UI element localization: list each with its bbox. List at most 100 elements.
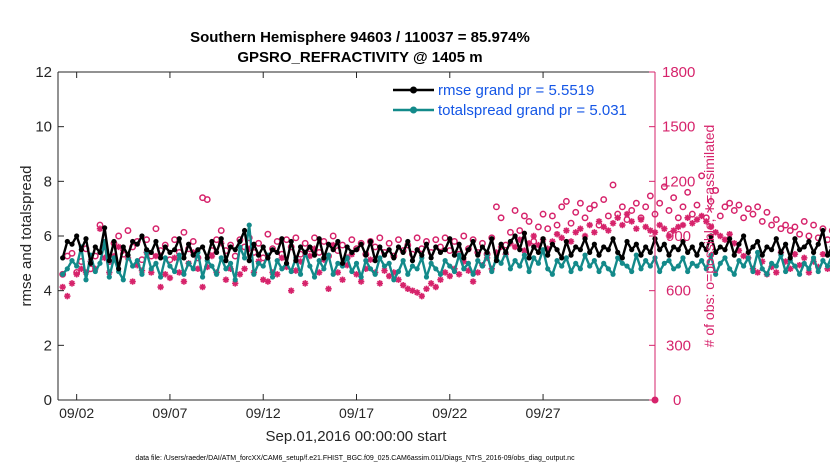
totalspread-point bbox=[638, 266, 644, 272]
assimilated-obs-point bbox=[819, 251, 827, 258]
assimilated-obs-point bbox=[735, 247, 743, 254]
rmse-point bbox=[213, 249, 220, 255]
totalspread-point bbox=[577, 266, 583, 272]
assimilated-obs-point bbox=[376, 280, 384, 287]
assimilated-obs-point bbox=[129, 278, 136, 285]
assimilated-obs-point bbox=[413, 289, 421, 296]
rmse-point bbox=[535, 249, 541, 255]
possible-obs-point bbox=[586, 205, 594, 213]
totalspread-point bbox=[796, 271, 803, 277]
assimilated-obs-point bbox=[469, 278, 477, 285]
totalspread-point bbox=[325, 252, 332, 258]
rmse-point bbox=[363, 252, 369, 258]
totalspread-point bbox=[689, 260, 695, 266]
rmse-point bbox=[769, 247, 775, 253]
possible-obs-point bbox=[642, 203, 650, 211]
right-tick-group: 0 300 600 900 1200 1500 1800 bbox=[662, 64, 695, 409]
rmse-point bbox=[694, 252, 700, 258]
assimilated-obs-point bbox=[343, 261, 351, 269]
rmse-point bbox=[227, 244, 234, 250]
assimilated-obs-point bbox=[801, 254, 808, 262]
totalspread-point bbox=[83, 277, 89, 283]
assimilated-obs-point bbox=[782, 258, 789, 265]
totalspread-point bbox=[810, 255, 817, 261]
rmse-point bbox=[60, 255, 66, 261]
rmse-point bbox=[372, 258, 378, 264]
totalspread-point bbox=[172, 268, 178, 275]
totalspread-point bbox=[587, 263, 593, 269]
possible-obs-point bbox=[348, 236, 356, 244]
rmse-point bbox=[479, 244, 486, 250]
totalspread-point bbox=[218, 255, 224, 261]
rmse-point bbox=[414, 247, 420, 253]
x-tick-label: 09/12 bbox=[246, 405, 281, 421]
possible-obs-point bbox=[665, 207, 673, 214]
totalspread-point bbox=[456, 252, 462, 258]
totalspread-point bbox=[386, 260, 392, 266]
rmse-point bbox=[311, 252, 318, 258]
assimilated-obs-point bbox=[437, 276, 444, 283]
rmse-point bbox=[293, 258, 299, 264]
totalspread-point bbox=[465, 260, 472, 266]
assimilated-obs-point bbox=[525, 240, 533, 247]
assimilated-obs-point bbox=[367, 256, 374, 263]
assimilated-obs-point bbox=[274, 271, 281, 278]
totalspread-point bbox=[792, 263, 798, 269]
totalspread-point bbox=[134, 258, 140, 264]
assimilated-obs-point bbox=[600, 223, 607, 231]
rmse-point bbox=[97, 249, 103, 255]
rmse-point bbox=[167, 249, 173, 255]
assimilated-obs-point bbox=[805, 269, 813, 276]
rmse-point bbox=[442, 247, 448, 253]
rmse-point bbox=[139, 233, 145, 239]
rmse-point bbox=[493, 258, 500, 264]
possible-obs-point bbox=[516, 227, 524, 234]
assimilated-obs-point bbox=[297, 258, 304, 265]
rmse-point bbox=[64, 238, 70, 245]
totalspread-point bbox=[335, 260, 341, 266]
rmse-point bbox=[297, 244, 304, 250]
possible-obs-point bbox=[180, 228, 188, 236]
rmse-point bbox=[302, 249, 308, 255]
assimilated-obs-point bbox=[796, 261, 803, 269]
possible-obs-point bbox=[576, 199, 584, 207]
rmse-point bbox=[358, 241, 364, 247]
totalspread-point bbox=[601, 260, 607, 266]
totalspread-point bbox=[260, 263, 266, 269]
assimilated-obs-point bbox=[623, 210, 631, 218]
rmse-point bbox=[456, 241, 462, 247]
rmse-point bbox=[195, 247, 201, 253]
totalspread-point bbox=[167, 263, 173, 269]
totalspread-point bbox=[675, 263, 681, 269]
rmse-point bbox=[577, 247, 583, 253]
rmse-point bbox=[722, 247, 728, 253]
rmse-point bbox=[265, 255, 271, 261]
legend-rmse-label: rmse grand pr = 5.5519 bbox=[438, 82, 594, 99]
assimilated-obs-point bbox=[717, 232, 724, 240]
rmse-point bbox=[130, 238, 136, 245]
assimilated-obs-point bbox=[399, 282, 407, 289]
assimilated-obs-point bbox=[595, 218, 603, 225]
totalspread-point bbox=[255, 260, 262, 266]
assimilated-obs-point bbox=[101, 254, 108, 262]
assimilated-obs-point bbox=[222, 276, 230, 283]
possible-obs-point bbox=[292, 234, 300, 242]
possible-obs-point bbox=[712, 186, 720, 194]
totalspread-point bbox=[699, 258, 705, 264]
totalspread-point bbox=[820, 258, 826, 264]
rmse-point bbox=[727, 236, 733, 242]
assimilated-obs-point bbox=[572, 229, 579, 236]
totalspread-point bbox=[442, 258, 448, 264]
possible-obs-point bbox=[749, 210, 757, 218]
rmse-point bbox=[321, 255, 327, 261]
possible-obs-point bbox=[68, 249, 76, 257]
totalspread-point bbox=[60, 271, 66, 277]
totalspread-point bbox=[554, 258, 560, 264]
assimilated-obs-point bbox=[288, 287, 295, 294]
assimilated-obs-point bbox=[385, 272, 393, 280]
rmse-point bbox=[708, 233, 714, 239]
rmse-point bbox=[223, 258, 229, 264]
totalspread-point bbox=[377, 255, 383, 261]
totalspread-point bbox=[223, 266, 229, 272]
possible-obs-point bbox=[572, 208, 580, 216]
